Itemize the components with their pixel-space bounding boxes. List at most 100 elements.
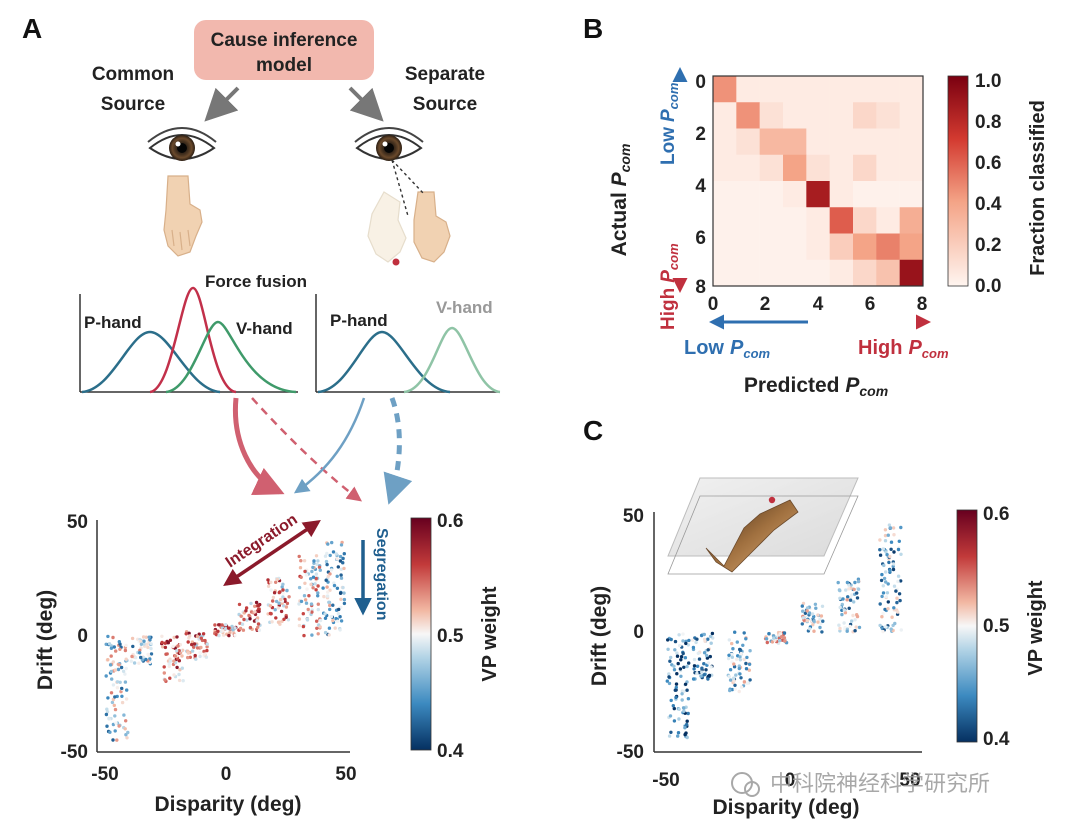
scatter-point: [889, 547, 893, 551]
scatter-point: [667, 734, 672, 738]
scatter-point: [742, 680, 747, 684]
scatter-point: [704, 653, 709, 658]
scatter-point: [747, 662, 752, 666]
vp-weight-colorbar: [956, 509, 978, 743]
scatter-point: [144, 635, 148, 639]
heatmap-cell: [713, 181, 737, 208]
scatter-point: [677, 633, 681, 637]
scatter-point: [706, 677, 710, 681]
scatter-point: [778, 638, 782, 643]
scatter-point: [730, 641, 734, 646]
scatter-point: [130, 636, 135, 641]
scatter-point: [247, 613, 251, 618]
scatter-point: [842, 608, 846, 612]
scatter-point: [710, 631, 715, 636]
heatmap-cell: [783, 76, 807, 103]
scatter-point: [205, 642, 209, 646]
heatmap-cell: [876, 128, 900, 156]
scatter-point: [883, 533, 888, 538]
scatter-point: [671, 704, 675, 708]
scatter-point: [731, 647, 735, 651]
heatmap-cell: [829, 233, 854, 261]
confusion-heatmap: [713, 76, 924, 287]
b-cbar-tick: 0.8: [975, 112, 1001, 133]
a-ytick: 0: [77, 626, 88, 647]
scatter-point: [138, 648, 142, 652]
b-xtick: 8: [917, 294, 928, 315]
scatter-point: [257, 628, 262, 632]
scatter-point: [314, 554, 319, 558]
pcom-sub: com: [743, 346, 770, 361]
heatmap-cell: [736, 259, 760, 287]
scatter-point: [728, 678, 733, 682]
scatter-point: [316, 584, 320, 588]
scatter-point: [335, 574, 339, 578]
scatter-point: [342, 552, 346, 556]
scatter-point: [836, 580, 840, 585]
scatter-point: [323, 630, 328, 635]
p-hand-curve: [317, 330, 451, 394]
scatter-point: [190, 649, 195, 653]
scatter-point: [338, 591, 343, 595]
scatter-point: [104, 712, 109, 717]
cause-model-line-2: model: [256, 55, 312, 76]
force-fusion-label: Force fusion: [205, 272, 307, 291]
scatter-point: [840, 612, 844, 617]
scatter-point: [171, 644, 175, 649]
heatmap-cell: [783, 207, 807, 234]
b-ylabel: Actual Pcom: [608, 144, 633, 257]
high-word: High: [858, 337, 902, 359]
scatter-point: [331, 618, 335, 623]
scatter-point: [142, 642, 146, 646]
scatter-point: [105, 710, 110, 714]
scatter-point: [337, 607, 341, 612]
panel-a-scatter: [104, 540, 347, 742]
scatter-point: [328, 588, 332, 592]
heatmap-cell: [853, 102, 877, 129]
heatmap-cell: [759, 154, 784, 182]
scatter-point: [742, 631, 746, 635]
scatter-point: [330, 540, 334, 545]
scatter-point: [739, 651, 743, 656]
scatter-point: [338, 554, 343, 559]
scatter-point: [331, 603, 335, 607]
scatter-point: [737, 664, 741, 668]
scatter-point: [180, 666, 184, 670]
scatter-point: [852, 587, 856, 592]
scatter-point: [125, 736, 129, 740]
scatter-point: [274, 599, 279, 604]
scatter-point: [284, 605, 289, 609]
scatter-point: [112, 703, 117, 708]
scatter-point: [339, 573, 343, 577]
scatter-point: [685, 719, 689, 723]
faded-hand-icon: [367, 191, 407, 263]
scatter-point: [123, 727, 127, 731]
scatter-point: [280, 585, 284, 589]
heatmap-cell: [759, 233, 784, 261]
scatter-point: [803, 611, 808, 615]
scatter-point: [884, 570, 888, 574]
scatter-point: [324, 559, 329, 564]
heatmap-cell: [899, 76, 924, 103]
scatter-point: [313, 582, 317, 586]
scatter-point: [327, 600, 331, 604]
scatter-point: [694, 640, 698, 645]
integration-arrow: [223, 520, 321, 586]
scatter-point: [837, 623, 841, 627]
scatter-point: [848, 598, 853, 602]
scatter-point: [881, 591, 886, 595]
common-source-line-1: Common: [92, 64, 174, 85]
scatter-point: [765, 640, 769, 645]
heatmap-cell: [713, 102, 737, 129]
scatter-point: [678, 667, 683, 671]
scatter-point: [255, 619, 259, 623]
scatter-point: [310, 633, 314, 637]
scatter-point: [238, 621, 242, 625]
heatmap-cell: [806, 259, 830, 287]
scatter-point: [113, 714, 117, 718]
heatmap-cell: [783, 233, 807, 261]
b-cbar-tick: 0.0: [975, 276, 1001, 297]
c-xtick: 50: [899, 770, 920, 791]
scatter-point: [810, 612, 815, 616]
scatter-point: [256, 622, 261, 626]
